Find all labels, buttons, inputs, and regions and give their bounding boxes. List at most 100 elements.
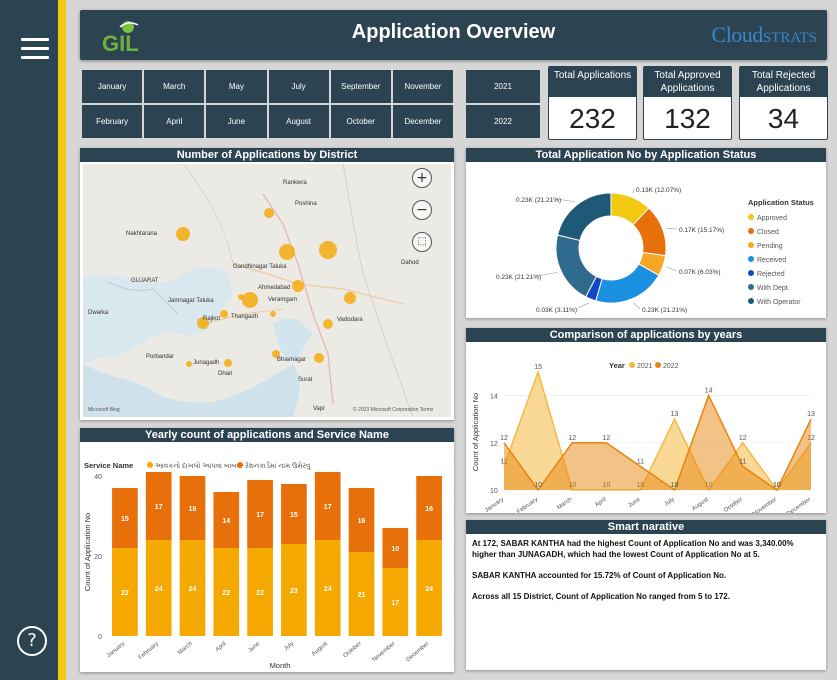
bar-data-label: 22 [121, 590, 129, 597]
bar-segment [112, 548, 138, 636]
y-axis-title: Count of Application No [83, 513, 92, 591]
donut-data-label: 0.03K (3.11%) [536, 307, 577, 314]
map-label: Veramgam [268, 297, 297, 303]
y-tick-label: 0 [98, 634, 102, 641]
area-data-label: 13 [807, 411, 815, 418]
legend-swatch [629, 362, 635, 368]
x-tick-label: February [138, 641, 160, 661]
x-tick-label: July [664, 497, 676, 508]
narrative-text: At 172, SABAR KANTHA had the highest Cou… [466, 534, 826, 616]
month-button-july[interactable]: July [268, 70, 329, 103]
area-data-label: 15 [534, 364, 542, 371]
legend-swatch [237, 462, 243, 468]
smart-narrative-card: Smart narative At 172, SABAR KANTHA had … [466, 520, 826, 670]
month-button-january[interactable]: January [82, 70, 143, 103]
service-bar-card: Yearly count of applications and Service… [80, 428, 454, 672]
legend-swatch [748, 228, 754, 234]
bar-data-label: 16 [358, 518, 366, 525]
kpi-label: Total Applications [549, 67, 636, 97]
donut-leader-line [666, 266, 678, 272]
bar-segment [213, 492, 240, 548]
x-tick-label: January [106, 641, 126, 659]
donut-leader-line [535, 272, 558, 277]
area-data-label: 12 [739, 435, 747, 442]
month-button-december[interactable]: December [392, 105, 453, 138]
map-card-title: Number of Applications by District [80, 148, 454, 162]
donut-legend-item: Rejected [757, 271, 785, 278]
donut-leader-line [632, 188, 635, 194]
map-label: GUJARAT [131, 278, 159, 284]
donut-leader-line [632, 302, 641, 310]
legend-swatch [748, 298, 754, 304]
map-label: Dwarka [88, 310, 109, 316]
bar-data-label: 15 [290, 512, 298, 519]
donut-data-label: 0.23K (21.21%) [516, 197, 561, 204]
month-button-november[interactable]: November [392, 70, 453, 103]
month-button-august[interactable]: August [268, 105, 329, 138]
district-map[interactable]: Rankwra Poshina Nakhtarana GUJARAT Gandh… [83, 164, 451, 417]
menu-icon[interactable] [21, 38, 49, 60]
svg-text:GIL: GIL [102, 31, 139, 54]
bar-data-label: 21 [358, 592, 366, 599]
area-series-2022 [504, 395, 811, 490]
month-button-may[interactable]: May [206, 70, 267, 103]
donut-legend-item: Received [757, 257, 786, 264]
donut-card-title: Total Application No by Application Stat… [466, 148, 826, 162]
bar-data-label: 16 [425, 506, 433, 513]
donut-data-label: 0.23K (21.21%) [642, 307, 687, 314]
zoom-in-icon[interactable]: + [412, 168, 432, 188]
legend-swatch [748, 242, 754, 248]
report-header: GIL Application Overview CloudSTRATS [80, 10, 827, 60]
year-slicer: 2021 2022 [466, 70, 540, 138]
bar-segment [382, 568, 409, 636]
month-button-march[interactable]: March [144, 70, 205, 103]
area-data-label: 14 [705, 388, 713, 395]
month-button-february[interactable]: February [82, 105, 143, 138]
x-tick-label: October [723, 497, 744, 513]
service-legend-item: રેશનકાર્ડમાં નામ ઉમેરવુ [245, 461, 311, 470]
y-axis-title: Count of Application No [471, 393, 480, 471]
bar-segment [314, 472, 341, 540]
bar-data-label: 17 [256, 512, 264, 519]
x-tick-label: March [556, 497, 573, 511]
month-button-september[interactable]: September [330, 70, 391, 103]
bar-segment [145, 472, 172, 540]
area-data-label: 11 [637, 458, 644, 465]
donut-legend-title: Application Status [748, 198, 814, 207]
legend-swatch [748, 256, 754, 262]
x-tick-label: November [752, 497, 778, 513]
donut-data-label: 0.23K (21.21%) [496, 274, 541, 281]
bar-data-label: 22 [256, 590, 264, 597]
kpi-label: Total Rejected Applications [740, 67, 827, 97]
district-map-card: Number of Applications by District [80, 148, 454, 420]
x-tick-label: April [215, 641, 228, 653]
service-legend-title: Service Name [84, 461, 133, 470]
bing-brand: Microsoft Bing [88, 407, 120, 413]
donut-data-label: 0.13K (12.07%) [636, 187, 681, 194]
zoom-out-icon[interactable]: − [412, 200, 432, 220]
bar-data-label: 24 [324, 586, 332, 593]
donut-slice-withdept [555, 234, 597, 298]
area-data-label: 11 [739, 458, 746, 465]
year-button-2021[interactable]: 2021 [466, 70, 540, 103]
month-button-april[interactable]: April [144, 105, 205, 138]
donut-legend-item: With Operator [757, 299, 801, 306]
y-tick-label: 14 [490, 394, 498, 401]
month-button-october[interactable]: October [330, 105, 391, 138]
select-region-icon[interactable]: ⬚ [412, 232, 432, 252]
bar-segment [348, 488, 375, 552]
bar-data-label: 10 [391, 546, 399, 553]
help-icon[interactable]: ? [17, 626, 47, 656]
bar-segment [281, 484, 307, 544]
bar-data-label: 22 [222, 590, 230, 597]
sidebar-accent-stripe [58, 0, 66, 680]
service-stacked-bar-chart: Service Name આવકનો દાખલો આપવા બાબત રેશનકાર… [83, 461, 442, 670]
year-button-2022[interactable]: 2022 [466, 105, 540, 138]
gil-logo: GIL [102, 21, 139, 54]
legend-swatch [655, 362, 661, 368]
month-button-june[interactable]: June [206, 105, 267, 138]
map-label: Dahod [401, 260, 419, 266]
map-label: Junagadh [193, 360, 219, 366]
kpi-label: Total Approved Applications [644, 67, 731, 97]
